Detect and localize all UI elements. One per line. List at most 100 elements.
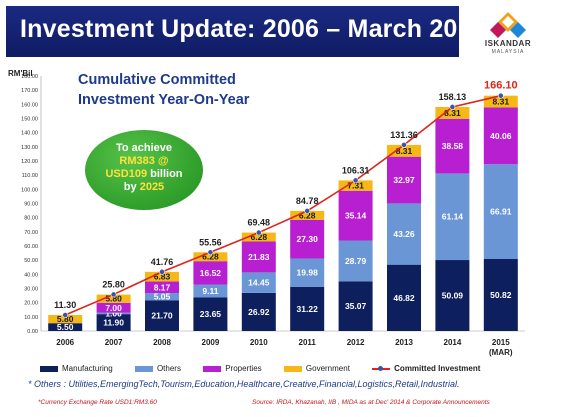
y-tick-label: 90.00	[24, 202, 38, 208]
bar-segment-manufacturing	[48, 323, 83, 331]
segment-value-label: 6.28	[202, 252, 219, 262]
segment-value-label: 5.80	[105, 294, 122, 304]
bar-segment-manufacturing	[193, 297, 228, 331]
bar-segment-manufacturing	[241, 292, 276, 331]
bar-segment-government	[435, 106, 470, 119]
segment-value-label: 38.58	[442, 141, 464, 151]
bar-segment-manufacturing	[338, 281, 373, 331]
segment-value-label: 21.83	[248, 252, 270, 262]
y-tick-label: 10.00	[24, 315, 38, 321]
segment-value-label: 8.31	[444, 108, 461, 118]
bar-segment-government	[483, 95, 518, 108]
callout-line-4: by 2025	[85, 181, 203, 194]
bar-segment-others	[290, 258, 325, 287]
committed-investment-point	[110, 291, 117, 298]
bar-segment-properties	[435, 118, 470, 174]
y-tick-label: 20.00	[24, 301, 38, 307]
segment-value-label: 6.28	[299, 210, 316, 220]
x-tick-label: 2008	[153, 338, 171, 347]
page-title: Investment Update: 2006 – March 2015	[20, 15, 486, 43]
segment-value-label: 14.45	[248, 278, 270, 288]
callout-usd: USD109	[105, 168, 148, 180]
legend-label-government: Government	[305, 364, 350, 374]
callout-line-1: To achieve	[115, 142, 173, 154]
bar-segment-others	[387, 203, 421, 265]
segment-value-label: 7.31	[347, 181, 364, 191]
segment-value-label: 46.82	[393, 293, 415, 303]
segment-value-label: 26.92	[248, 307, 270, 317]
y-axis-label: RM'Bil	[8, 69, 33, 78]
segment-value-label: 8.17	[154, 282, 171, 292]
bar-segment-others	[435, 173, 470, 261]
y-tick-label: 80.00	[24, 216, 38, 222]
committed-investment-point	[207, 249, 214, 256]
bar-segment-manufacturing	[483, 259, 518, 331]
iskandar-logo: ISKANDAR MALAYSIA	[468, 10, 558, 58]
committed-investment-point	[255, 229, 262, 236]
bar-segment-manufacturing	[145, 300, 179, 331]
segment-value-label: 35.07	[345, 301, 367, 311]
segment-value-label: 43.26	[393, 229, 415, 239]
bar-segment-government	[145, 271, 179, 282]
target-callout: To achieve RM383 @ USD109 billion by 202…	[85, 130, 203, 210]
committed-investment-point	[401, 142, 407, 148]
y-tick-label: 40.00	[24, 272, 38, 278]
total-value-label: 55.56	[199, 237, 222, 247]
y-tick-label: 50.00	[24, 258, 38, 264]
source-footnote: Source: IRDA, Khazanah, IIB , MIDA as at…	[252, 399, 490, 406]
bar-segment-others	[338, 240, 373, 282]
y-tick-label: 0.00	[27, 329, 38, 335]
bar-segment-properties	[290, 219, 325, 259]
legend-swatch-others	[134, 366, 153, 373]
y-tick-label: 160.00	[21, 102, 38, 108]
segment-value-label: 66.91	[490, 207, 512, 217]
y-tick-label: 30.00	[24, 287, 38, 293]
callout-year: 2025	[139, 181, 165, 193]
callout-line-2: RM383 @	[119, 155, 169, 167]
committed-investment-line	[64, 94, 501, 316]
logo-mark-icon	[490, 12, 526, 38]
legend-item-government: Government	[283, 364, 350, 374]
x-tick-label: 2012	[347, 338, 365, 347]
total-value-label: 158.13	[439, 92, 467, 102]
bar-segment-government	[96, 294, 131, 303]
y-tick-label: 70.00	[24, 230, 38, 236]
total-value-label: 11.30	[54, 300, 76, 310]
bar-segment-others	[241, 272, 276, 293]
segment-value-label: 8.31	[396, 146, 413, 156]
segment-value-label: 1.00	[105, 308, 122, 318]
segment-value-label: 19.98	[297, 268, 319, 278]
logo-subtext: MALAYSIA	[491, 49, 525, 55]
total-value-label: 25.80	[102, 279, 125, 289]
chart-title-text: Cumulative Committed Investment Year-On-…	[78, 72, 250, 108]
segment-value-label: 28.79	[345, 256, 367, 266]
segment-value-label: 32.97	[393, 175, 415, 185]
bar-segment-government	[48, 314, 83, 324]
bar-segment-properties	[483, 107, 518, 165]
segment-value-label: 5.50	[57, 322, 74, 332]
segment-value-label: 5.05	[154, 292, 171, 302]
bar-segment-properties	[145, 281, 179, 294]
bar-segment-others	[193, 284, 228, 298]
x-tick-label: 2011	[299, 338, 317, 347]
legend-swatch-government	[283, 366, 302, 373]
segment-value-label: 16.52	[200, 268, 222, 278]
bar-segment-manufacturing	[435, 260, 470, 331]
bar-segment-others	[96, 312, 131, 315]
total-value-label: 84.78	[296, 196, 319, 206]
legend-label-others: Others	[156, 364, 181, 374]
committed-investment-point	[352, 177, 359, 184]
committed-investment-point	[497, 92, 504, 99]
callout-line-3: USD109 billion	[85, 168, 203, 181]
y-tick-label: 170.00	[21, 88, 38, 94]
x-tick-sublabel: (MAR)	[489, 348, 513, 357]
chart-legend: Manufacturing Others Properties Governme…	[40, 364, 500, 373]
segment-value-label: 31.22	[297, 304, 319, 314]
total-value-label: 131.36	[390, 130, 418, 140]
y-tick-label: 180.00	[21, 74, 38, 80]
segment-value-label: 21.70	[151, 311, 173, 321]
legend-item-properties: Properties	[203, 364, 262, 373]
others-footnote: * Others : Utilities,EmergingTech,Touris…	[28, 379, 460, 389]
committed-investment-point	[304, 207, 311, 214]
bar-segment-others	[145, 293, 179, 301]
